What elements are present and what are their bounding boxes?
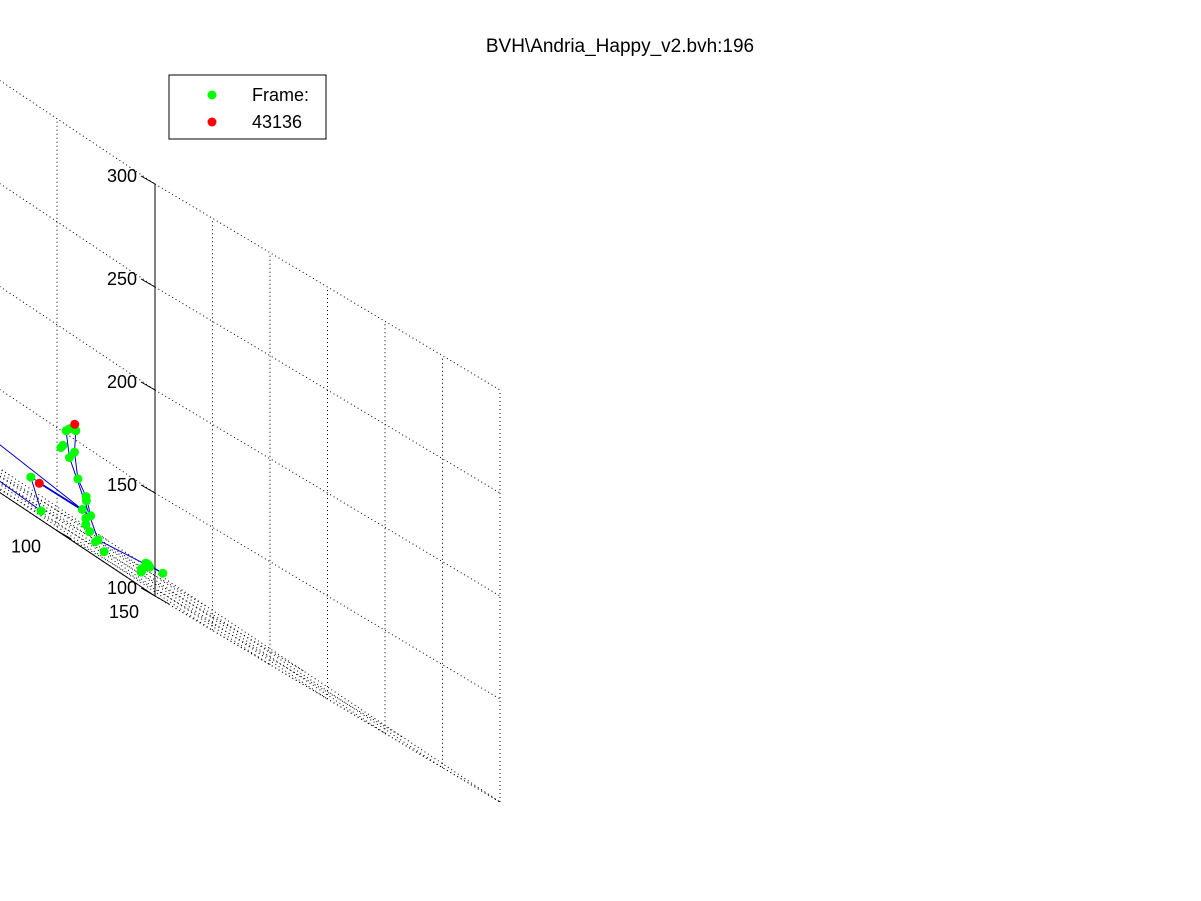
joint-point-green xyxy=(81,513,91,523)
joint-point-green xyxy=(81,496,91,506)
grid-line-floor-x xyxy=(0,472,443,769)
grid-line-wall-xz xyxy=(154,286,501,494)
grid-line-wall-xz xyxy=(154,389,501,597)
y-tick-mark xyxy=(56,530,72,540)
z-tick-label: 300 xyxy=(107,166,137,186)
z-tick-mark xyxy=(140,381,156,391)
z-tick-mark xyxy=(140,278,156,288)
y-tick-mark xyxy=(154,595,170,605)
joint-point-green xyxy=(77,505,87,514)
z-tick-mark xyxy=(140,587,156,597)
grid-lines xyxy=(0,80,501,803)
joint-point-green xyxy=(136,567,146,577)
grid-line-floor-x xyxy=(0,480,328,700)
grid-line-floor-x xyxy=(0,488,213,631)
joint-point-red xyxy=(34,478,44,488)
joint-point-green xyxy=(26,472,36,482)
grid-line-wall-yz xyxy=(0,183,156,288)
joint-point-red xyxy=(70,419,80,429)
joint-point-green xyxy=(99,547,109,557)
grid-line-wall-xz xyxy=(154,492,501,700)
z-tick-mark xyxy=(140,175,156,185)
joint-point-green xyxy=(81,520,91,529)
joint-point-green xyxy=(90,537,100,547)
joint-point-green xyxy=(61,426,71,436)
joint-point-green xyxy=(36,506,46,516)
skeleton-bone xyxy=(0,444,83,510)
legend-label-frame-number: 43136 xyxy=(252,112,302,132)
z-tick-label: 250 xyxy=(107,269,137,289)
z-tick-label: 150 xyxy=(107,475,137,495)
z-tick-mark xyxy=(140,484,156,494)
joint-point-green xyxy=(85,527,95,537)
skeleton-bone xyxy=(0,480,42,512)
y-tick-label: 100 xyxy=(11,537,41,557)
grid-line-wall-xz xyxy=(154,183,501,391)
joint-point-green xyxy=(58,440,68,450)
legend-box xyxy=(168,74,327,140)
y-axis-line xyxy=(0,492,156,597)
legend: Frame: 43136 xyxy=(168,74,327,140)
grid-line-floor-y xyxy=(0,468,11,476)
y-tick-label: 150 xyxy=(109,602,139,622)
grid-line-wall-yz xyxy=(0,389,156,494)
legend-marker-green xyxy=(207,90,217,100)
grid-line-floor-x xyxy=(0,484,271,666)
legend-label-frame: Frame: xyxy=(252,85,309,105)
z-tick-label: 200 xyxy=(107,372,137,392)
joint-point-green xyxy=(73,474,83,484)
legend-marker-red xyxy=(207,117,217,127)
chart-title: BVH\Andria_Happy_v2.bvh:196 xyxy=(486,36,754,57)
skeleton-bone xyxy=(30,476,42,512)
grid-line-wall-yz xyxy=(0,286,156,391)
data-points xyxy=(26,419,168,578)
grid-line-floor-y xyxy=(0,482,207,607)
joint-point-green xyxy=(65,453,74,463)
grid-line-floor-x xyxy=(0,476,386,734)
grid-line-floor-y xyxy=(0,475,109,542)
grid-line-floor-y xyxy=(56,530,403,738)
joint-point-green xyxy=(158,568,168,578)
grid-line-wall-xz xyxy=(154,595,501,803)
skeleton-bone xyxy=(65,430,70,458)
tick-labels: -150-100-50050100150-150-100-50050100150… xyxy=(11,166,139,622)
grid-line-floor-y xyxy=(0,489,305,672)
axes xyxy=(0,175,170,605)
grid-line-wall-yz xyxy=(0,80,156,185)
grid-line-floor-x xyxy=(0,468,501,803)
joint-point-green xyxy=(145,562,155,572)
z-tick-label: 100 xyxy=(107,578,137,598)
